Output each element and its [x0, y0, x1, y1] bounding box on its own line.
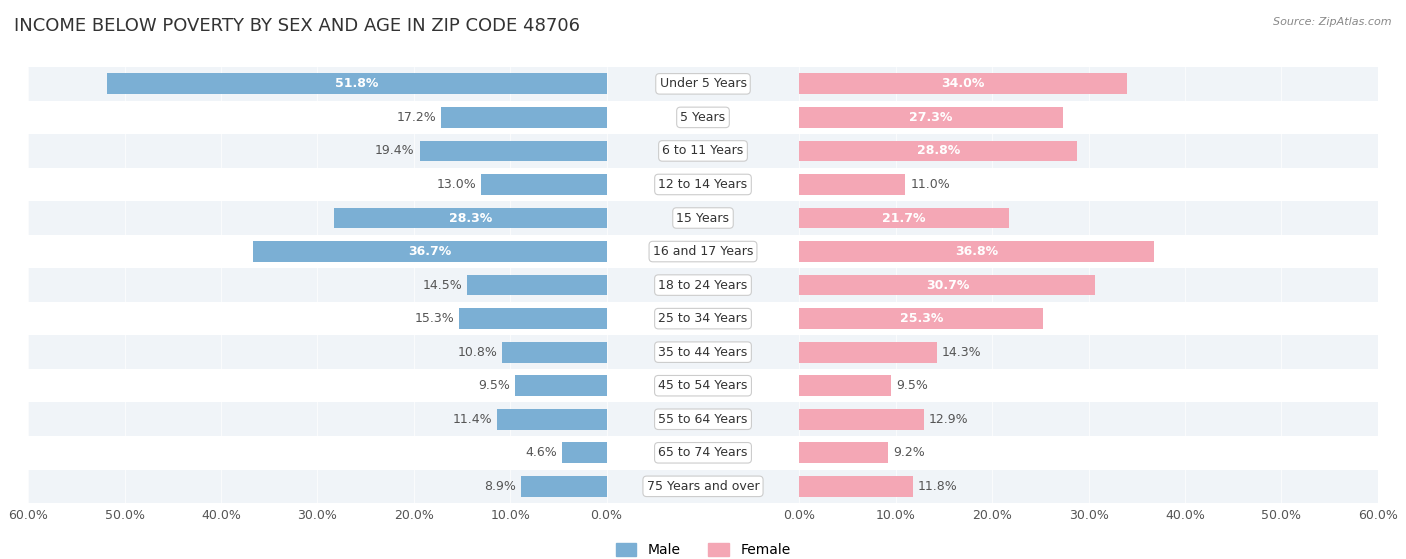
Text: 15.3%: 15.3% — [415, 312, 454, 325]
Text: 36.7%: 36.7% — [408, 245, 451, 258]
Bar — [28, 335, 1378, 369]
Text: 11.4%: 11.4% — [453, 413, 492, 426]
Text: 65 to 74 Years: 65 to 74 Years — [658, 446, 748, 459]
Bar — [419, 140, 606, 162]
Text: 28.8%: 28.8% — [917, 144, 960, 158]
Text: INCOME BELOW POVERTY BY SEX AND AGE IN ZIP CODE 48706: INCOME BELOW POVERTY BY SEX AND AGE IN Z… — [14, 17, 581, 35]
Bar — [502, 342, 606, 363]
Text: 28.3%: 28.3% — [449, 211, 492, 225]
Text: Under 5 Years: Under 5 Years — [659, 77, 747, 91]
Text: 15 Years: 15 Years — [676, 211, 730, 225]
Text: 5 Years: 5 Years — [681, 111, 725, 124]
Text: 51.8%: 51.8% — [335, 77, 378, 91]
Bar — [467, 274, 606, 296]
Text: 9.5%: 9.5% — [478, 379, 510, 392]
Text: 21.7%: 21.7% — [883, 211, 925, 225]
Text: 35 to 44 Years: 35 to 44 Years — [658, 345, 748, 359]
Text: 75 Years and over: 75 Years and over — [647, 480, 759, 493]
Text: 12.9%: 12.9% — [928, 413, 969, 426]
Text: 16 and 17 Years: 16 and 17 Years — [652, 245, 754, 258]
Text: 18 to 24 Years: 18 to 24 Years — [658, 278, 748, 292]
Bar — [107, 73, 606, 94]
Bar — [333, 207, 606, 229]
Bar — [496, 409, 606, 430]
Bar — [481, 174, 606, 195]
Bar — [800, 207, 1008, 229]
Bar — [28, 470, 1378, 503]
Bar — [562, 442, 606, 463]
Bar — [440, 107, 606, 128]
Bar — [460, 308, 606, 329]
Text: 25 to 34 Years: 25 to 34 Years — [658, 312, 748, 325]
Bar — [28, 168, 1378, 201]
Text: 27.3%: 27.3% — [910, 111, 953, 124]
Bar — [28, 101, 1378, 134]
Text: 11.8%: 11.8% — [918, 480, 957, 493]
Bar — [800, 308, 1043, 329]
Text: 9.2%: 9.2% — [893, 446, 925, 459]
Text: 19.4%: 19.4% — [375, 144, 415, 158]
Text: 25.3%: 25.3% — [900, 312, 943, 325]
Bar — [800, 342, 938, 363]
Bar — [520, 476, 606, 497]
Text: 14.5%: 14.5% — [422, 278, 463, 292]
Bar — [800, 375, 891, 396]
Text: Source: ZipAtlas.com: Source: ZipAtlas.com — [1274, 17, 1392, 27]
Bar — [28, 436, 1378, 470]
Bar — [800, 241, 1154, 262]
Text: 14.3%: 14.3% — [942, 345, 981, 359]
Legend: Male, Female: Male, Female — [616, 543, 790, 557]
Bar — [28, 235, 1378, 268]
Text: 36.8%: 36.8% — [955, 245, 998, 258]
Bar — [800, 442, 889, 463]
Bar — [28, 201, 1378, 235]
Bar — [800, 476, 912, 497]
Text: 13.0%: 13.0% — [437, 178, 477, 191]
Bar — [28, 369, 1378, 402]
Bar — [800, 73, 1128, 94]
Bar — [800, 274, 1095, 296]
Bar — [800, 409, 924, 430]
Text: 45 to 54 Years: 45 to 54 Years — [658, 379, 748, 392]
Text: 34.0%: 34.0% — [942, 77, 986, 91]
Text: 55 to 64 Years: 55 to 64 Years — [658, 413, 748, 426]
Text: 17.2%: 17.2% — [396, 111, 436, 124]
Bar — [28, 134, 1378, 168]
Bar — [800, 174, 905, 195]
Text: 12 to 14 Years: 12 to 14 Years — [658, 178, 748, 191]
Text: 30.7%: 30.7% — [925, 278, 969, 292]
Text: 4.6%: 4.6% — [526, 446, 557, 459]
Bar — [800, 107, 1063, 128]
Bar — [515, 375, 606, 396]
Bar — [28, 268, 1378, 302]
Text: 6 to 11 Years: 6 to 11 Years — [662, 144, 744, 158]
Text: 9.5%: 9.5% — [896, 379, 928, 392]
Text: 11.0%: 11.0% — [910, 178, 950, 191]
Text: 8.9%: 8.9% — [484, 480, 516, 493]
Bar — [253, 241, 606, 262]
Text: 10.8%: 10.8% — [458, 345, 498, 359]
Bar — [800, 140, 1077, 162]
Bar — [28, 302, 1378, 335]
Bar — [28, 67, 1378, 101]
Bar — [28, 402, 1378, 436]
